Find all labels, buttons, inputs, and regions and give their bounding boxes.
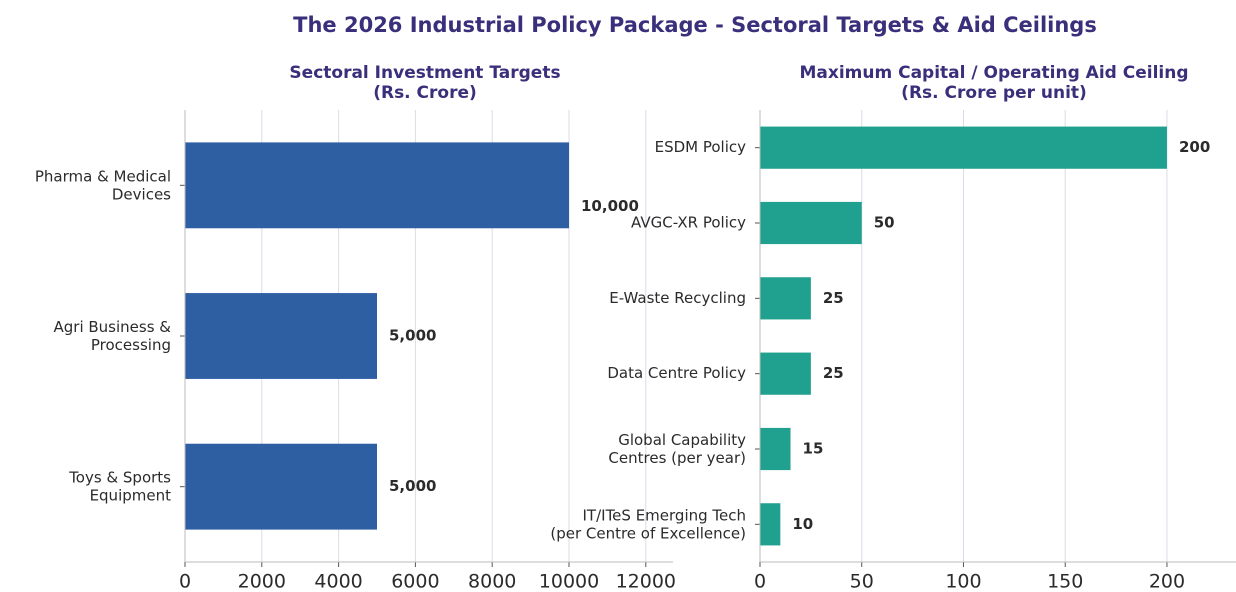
x-tick-label: 0 (179, 571, 191, 592)
y-tick-label: Agri Business & Processing (54, 318, 172, 354)
bar (760, 427, 791, 471)
value-label: 5,000 (389, 477, 436, 495)
y-tick-label: ESDM Policy (655, 138, 747, 156)
y-tick-label: AVGC-XR Policy (631, 214, 746, 232)
x-tick-label: 100 (945, 571, 981, 592)
x-tick-label: 8000 (468, 571, 516, 592)
x-tick-label: 0 (754, 571, 766, 592)
bar (760, 126, 1167, 169)
y-tick-label: Data Centre Policy (607, 364, 746, 382)
bar (760, 277, 811, 320)
value-label: 25 (823, 289, 844, 307)
x-tick-label: 4000 (314, 571, 362, 592)
bar (185, 293, 377, 379)
value-label: 5,000 (389, 327, 436, 345)
x-tick-label: 10000 (539, 571, 599, 592)
subplot-title: Maximum Capital / Operating Aid Ceiling(… (799, 63, 1188, 103)
chart-title: The 2026 Industrial Policy Package - Sec… (293, 13, 1097, 37)
y-tick-label: E-Waste Recycling (609, 289, 746, 307)
bar (185, 443, 377, 530)
x-tick-label: 6000 (391, 571, 439, 592)
value-label: 10 (792, 515, 813, 533)
y-tick-label: IT/ITeS Emerging Tech (per Centre of Exce… (550, 506, 746, 542)
bar (760, 352, 811, 395)
value-label: 50 (874, 214, 895, 232)
y-tick-label: Pharma & Medical Devices (35, 167, 171, 203)
x-tick-label: 2000 (238, 571, 286, 592)
x-tick-label: 12000 (616, 571, 676, 592)
value-label: 15 (803, 440, 824, 458)
value-label: 10,000 (581, 197, 639, 215)
x-tick-label: 150 (1047, 571, 1083, 592)
bar (185, 142, 569, 229)
y-tick-label: Toys & Sports Equipment (68, 468, 171, 504)
bar (760, 201, 862, 245)
value-label: 25 (823, 364, 844, 382)
y-tick-label: Global Capability Centres (per year) (608, 431, 746, 467)
x-tick-label: 200 (1149, 571, 1185, 592)
value-label: 200 (1179, 138, 1210, 156)
x-tick-label: 50 (850, 571, 874, 592)
subplot-title: Sectoral Investment Targets (Rs. Crore) (289, 63, 560, 103)
bar (760, 503, 781, 546)
